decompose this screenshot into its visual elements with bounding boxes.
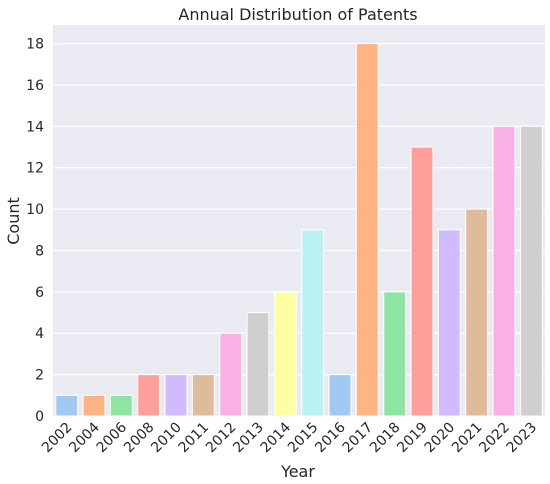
y-tick-label: 4 — [35, 326, 44, 342]
y-tick-labels: 0 2 4 6 8 10 12 14 16 18 — [26, 37, 44, 425]
x-tick-label: 2014 — [258, 419, 295, 456]
y-tick-label: 2 — [35, 368, 44, 384]
bar-2006 — [109, 394, 133, 417]
y-tick-label: 6 — [35, 285, 44, 301]
x-tick-label: 2010 — [148, 420, 185, 457]
plot-area — [53, 25, 545, 416]
bar-2016 — [328, 374, 352, 417]
x-tick-label: 2019 — [394, 420, 431, 457]
x-tick-label: 2011 — [176, 420, 213, 457]
bar-2015 — [301, 229, 325, 417]
x-tick-label: 2008 — [121, 420, 158, 457]
x-tick-label: 2020 — [422, 420, 459, 457]
bar-2020 — [437, 229, 461, 417]
bar-2011 — [191, 374, 215, 417]
x-tick-label: 2016 — [312, 419, 349, 456]
bar-2017 — [355, 43, 379, 417]
bar-2002 — [55, 394, 79, 417]
x-tick-label: 2017 — [340, 420, 377, 457]
x-tick-label: 2006 — [94, 419, 131, 456]
x-tick-label: 2021 — [449, 420, 486, 457]
y-tick-label: 8 — [35, 243, 44, 259]
x-tick-label: 2018 — [367, 420, 404, 457]
y-tick-label: 16 — [26, 78, 44, 94]
bar-2004 — [82, 394, 106, 417]
bar-2021 — [465, 208, 489, 417]
bar-2018 — [383, 291, 407, 417]
bar-2014 — [273, 291, 297, 417]
x-tick-labels: 2002200420062008201020112012201320142015… — [39, 419, 540, 456]
x-tick-label: 2023 — [504, 420, 541, 457]
bar-2008 — [137, 374, 161, 417]
y-tick-label: 12 — [26, 161, 44, 177]
chart-title: Annual Distribution of Patents — [178, 5, 417, 24]
x-tick-label: 2012 — [203, 420, 240, 457]
bars — [55, 43, 543, 417]
y-tick-label: 10 — [26, 202, 44, 218]
bar-2019 — [410, 146, 434, 417]
y-axis-label: Count — [4, 197, 23, 245]
y-tick-label: 0 — [35, 409, 44, 425]
x-tick-label: 2002 — [39, 420, 76, 457]
bar-2012 — [219, 332, 243, 417]
x-tick-label: 2013 — [230, 420, 267, 457]
gridlines — [53, 43, 545, 417]
x-tick-label: 2004 — [66, 419, 103, 456]
y-tick-label: 14 — [26, 119, 44, 135]
x-tick-label: 2022 — [476, 420, 513, 457]
x-axis-label: Year — [280, 462, 315, 481]
bar-2023 — [519, 125, 543, 417]
bar-2022 — [492, 125, 516, 417]
bar-2010 — [164, 374, 188, 417]
bar-2013 — [246, 312, 270, 417]
x-tick-label: 2015 — [285, 420, 322, 457]
y-tick-label: 18 — [26, 37, 44, 53]
